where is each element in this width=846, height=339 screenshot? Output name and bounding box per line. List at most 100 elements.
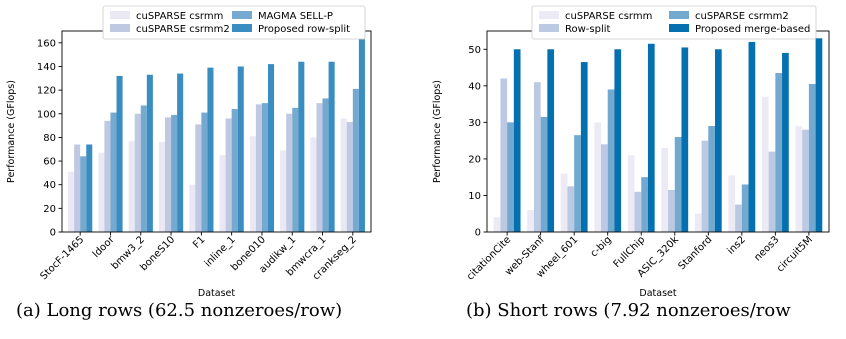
legend-long: cuSPARSE csrmm cuSPARSE csrmm2 MAGMA SELL-… [102, 5, 366, 40]
bar-short-citationCite-1 [500, 78, 508, 232]
bar-long-audikw_1-0 [280, 150, 287, 232]
legend-swatch-short-3 [669, 24, 689, 32]
bar-long-crankseg_2-0 [340, 118, 347, 232]
caption-long-rows: (a) Long rows (62.5 nonzeroes/row) [16, 300, 343, 321]
legend-label-short-0: cuSPARSE csrmm [565, 11, 652, 22]
xtick-label-short-ins2: ins2 [726, 234, 748, 256]
legend-short: cuSPARSE csrmm Row-split cuSPARSE csrmm2 Pr… [531, 5, 817, 40]
bar-short-circuit5M-3 [815, 38, 823, 233]
bar-long-crankseg_2-2 [352, 88, 359, 232]
bar-long-bmw3_2-3 [146, 74, 153, 232]
ytick-label-long-0: 0 [50, 228, 56, 239]
bar-long-ldoor-2 [110, 112, 117, 232]
ytick-label-long-80: 80 [43, 133, 56, 144]
legend-swatch-short-0 [539, 11, 559, 19]
bar-short-wheel_601-2 [574, 135, 581, 232]
bar-long-boneS10-3 [177, 73, 184, 232]
legend-box-short [531, 5, 817, 40]
ytick-label-long-100: 100 [37, 109, 56, 120]
bar-short-c-big-0 [594, 122, 601, 232]
bar-short-ins2-1 [735, 204, 742, 232]
bar-long-inline_1-0 [219, 155, 226, 232]
bar-short-c-big-1 [601, 144, 608, 232]
bar-short-web-Stanf-0 [527, 210, 534, 232]
ytick-label-short-20: 20 [468, 154, 481, 165]
ytick-label-short-50: 50 [468, 45, 481, 56]
legend-label-long-3: Proposed row-split [258, 24, 350, 35]
bar-long-bmwcra_1-2 [322, 98, 329, 232]
bar-long-bone010-3 [268, 64, 275, 232]
xtick-label-short-circuit5M: circuit5M [775, 234, 815, 274]
bar-long-bmwcra_1-0 [310, 137, 317, 232]
bar-short-citationCite-0 [493, 217, 501, 232]
xtick-label-long-ldoor: ldoor [91, 234, 117, 260]
bar-long-ldoor-1 [104, 120, 111, 232]
legend-swatch-long-0 [110, 11, 130, 19]
bar-long-bone010-0 [249, 136, 256, 232]
xtick-label-short-c-big: c-big [589, 234, 614, 259]
bar-short-web-Stanf-1 [533, 82, 541, 232]
bar-short-wheel_601-3 [580, 62, 588, 233]
caption-short-rows: (b) Short rows (7.92 nonzeroes/row [466, 300, 791, 321]
bar-long-bmwcra_1-1 [316, 103, 323, 233]
bar-short-neos3-1 [768, 151, 776, 232]
legend-label-short-3: Proposed merge-based [695, 24, 810, 35]
bar-long-F1-1 [195, 124, 202, 232]
bar-short-ins2-2 [741, 184, 749, 232]
legend-label-short-2: cuSPARSE csrmm2 [695, 11, 789, 22]
legend-swatch-long-3 [232, 24, 252, 32]
legend-label-short-1: Row-split [565, 24, 611, 35]
bar-long-StocF-1465-2 [80, 156, 87, 232]
bar-long-inline_1-3 [237, 66, 244, 232]
xtick-label-short-citationCite: citationCite [465, 234, 513, 282]
chart-short: 01020304050citationCiteweb-Stanfwheel_60… [432, 5, 830, 299]
bar-long-bone010-2 [261, 103, 268, 233]
xtick-label-long-StocF-1465: StocF-1465 [38, 234, 86, 282]
bar-long-boneS10-2 [171, 114, 178, 232]
xlabel-long: Dataset [198, 288, 235, 299]
bar-short-wheel_601-0 [560, 173, 568, 232]
bar-long-F1-3 [207, 67, 214, 233]
bar-short-FullChip-0 [627, 155, 635, 232]
legend-box-long [102, 5, 366, 40]
bar-short-neos3-0 [761, 96, 769, 232]
bar-long-StocF-1465-3 [86, 144, 93, 232]
bar-short-FullChip-1 [634, 191, 642, 232]
bar-short-ASIC_320k-2 [674, 136, 682, 232]
bar-short-ins2-3 [748, 41, 756, 233]
ytick-label-long-40: 40 [43, 180, 56, 191]
xtick-label-long-F1: F1 [191, 234, 207, 250]
bar-long-boneS10-0 [158, 142, 165, 232]
bar-short-neos3-2 [775, 73, 783, 232]
bar-long-inline_1-1 [225, 118, 232, 232]
bar-short-Stanford-3 [715, 49, 722, 232]
ylabel-short: Performance (GFlops) [432, 80, 443, 183]
bar-long-audikw_1-3 [298, 61, 305, 232]
bar-long-ldoor-3 [116, 75, 123, 233]
bar-short-citationCite-3 [513, 49, 521, 232]
bar-long-bmw3_2-1 [134, 113, 141, 232]
bar-short-web-Stanf-2 [540, 116, 548, 232]
ytick-label-short-30: 30 [468, 118, 481, 129]
bar-long-crankseg_2-3 [358, 39, 365, 232]
bar-long-ldoor-0 [98, 152, 105, 232]
ytick-label-short-10: 10 [468, 191, 481, 202]
bar-short-ASIC_320k-0 [661, 147, 669, 232]
xtick-label-short-neos3: neos3 [752, 234, 781, 263]
bar-short-FullChip-2 [641, 177, 648, 232]
ytick-label-long-120: 120 [37, 86, 56, 97]
bar-long-bmw3_2-0 [128, 140, 135, 232]
bar-long-bone010-1 [255, 104, 262, 232]
legend-label-long-2: MAGMA SELL-P [258, 11, 333, 22]
ytick-label-long-160: 160 [37, 38, 56, 49]
bar-short-web-Stanf-3 [547, 49, 555, 232]
legend-label-long-0: cuSPARSE csrmm [136, 11, 223, 22]
legend-swatch-long-2 [232, 11, 252, 19]
bar-long-boneS10-1 [165, 117, 172, 232]
bar-short-ASIC_320k-3 [681, 47, 689, 233]
legend-swatch-long-1 [110, 24, 130, 32]
bar-long-StocF-1465-0 [68, 171, 75, 232]
bar-short-ASIC_320k-1 [668, 189, 675, 232]
bar-short-neos3-3 [782, 52, 789, 233]
bar-short-Stanford-2 [708, 126, 715, 232]
